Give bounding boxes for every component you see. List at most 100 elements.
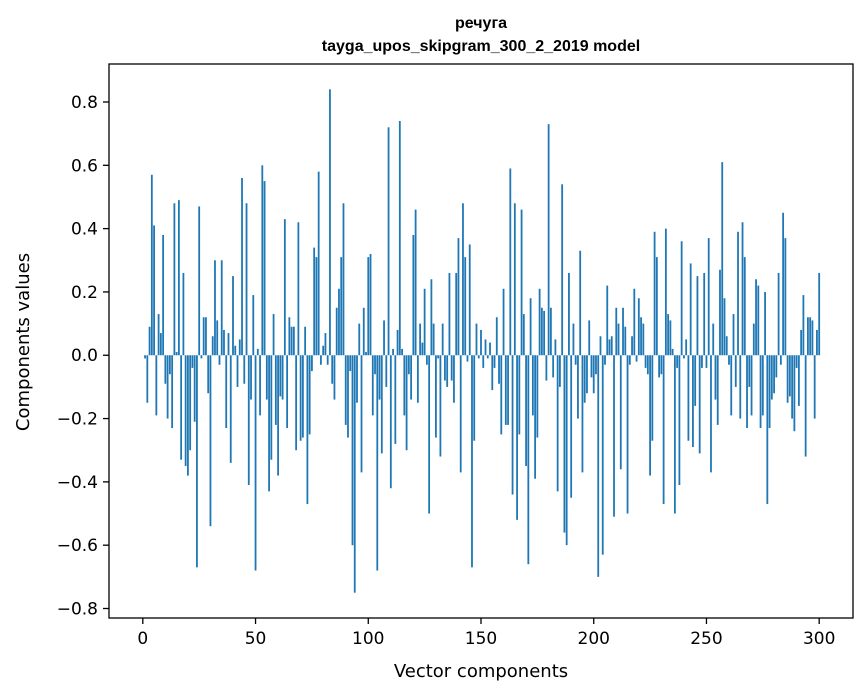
bar xyxy=(263,181,266,356)
bar xyxy=(227,333,230,356)
bar xyxy=(534,355,537,479)
bar xyxy=(646,355,649,375)
bar xyxy=(678,355,681,486)
x-tick-label: 250 xyxy=(690,629,722,649)
bar xyxy=(295,355,298,451)
bar xyxy=(669,320,672,356)
bar xyxy=(716,355,719,425)
bar xyxy=(777,272,780,356)
bar xyxy=(376,355,379,571)
bar xyxy=(495,317,498,356)
bar xyxy=(164,355,167,384)
bar xyxy=(572,323,575,356)
bar xyxy=(234,345,237,356)
bar xyxy=(369,253,372,356)
bar xyxy=(471,355,473,568)
bar xyxy=(531,355,534,416)
bar xyxy=(624,326,627,356)
bar xyxy=(211,336,214,356)
bar xyxy=(579,250,582,356)
bar xyxy=(279,355,282,397)
bar xyxy=(335,307,338,356)
bar xyxy=(712,323,715,356)
bar xyxy=(324,333,327,356)
bar xyxy=(475,323,478,356)
bar xyxy=(525,355,527,467)
bar xyxy=(604,355,606,365)
bar xyxy=(166,355,169,419)
bar xyxy=(536,355,539,438)
bar xyxy=(290,326,293,356)
bar xyxy=(816,329,818,356)
bar xyxy=(655,257,658,356)
bar xyxy=(155,355,158,416)
bar xyxy=(453,355,455,403)
bar xyxy=(205,317,207,356)
bar xyxy=(308,355,311,435)
bar xyxy=(216,320,219,356)
bar xyxy=(522,314,525,356)
bar xyxy=(392,348,394,356)
y-tick-label: 0.4 xyxy=(71,220,98,240)
bar xyxy=(673,355,676,514)
bar xyxy=(385,355,388,387)
bar xyxy=(277,355,279,476)
bar xyxy=(184,355,187,467)
bar xyxy=(274,355,277,425)
bar xyxy=(676,355,679,368)
bar xyxy=(236,355,239,387)
y-tick-label: −0.2 xyxy=(57,410,98,430)
bar xyxy=(207,355,210,394)
bar xyxy=(378,355,381,400)
bar xyxy=(486,355,489,359)
bar xyxy=(209,355,212,527)
chart-title: речуга xyxy=(455,15,507,32)
bar xyxy=(394,355,397,444)
bar xyxy=(595,355,597,375)
bar xyxy=(464,257,467,356)
bar xyxy=(739,355,742,419)
bar xyxy=(421,342,424,356)
bar xyxy=(793,355,796,432)
bar xyxy=(752,323,755,356)
bar xyxy=(299,355,302,441)
bar xyxy=(254,355,257,571)
y-tick-label: −0.6 xyxy=(57,536,98,556)
bar xyxy=(281,355,284,400)
bar xyxy=(498,355,500,384)
bar xyxy=(737,231,739,356)
bar xyxy=(561,184,564,356)
bar xyxy=(367,257,370,356)
bar xyxy=(764,291,766,356)
x-tick-label: 0 xyxy=(137,629,148,649)
bar xyxy=(804,355,807,457)
bar xyxy=(608,339,611,356)
bar xyxy=(286,355,289,429)
bar xyxy=(750,355,753,416)
bar xyxy=(644,355,647,368)
bar xyxy=(198,206,201,356)
bar xyxy=(446,355,449,387)
bar xyxy=(577,355,579,419)
bar xyxy=(403,355,406,416)
bar xyxy=(696,276,699,356)
y-tick-label: 0.6 xyxy=(71,156,98,176)
bar xyxy=(448,272,451,356)
bar xyxy=(437,355,440,359)
bar xyxy=(570,355,573,498)
bar xyxy=(261,165,264,356)
bar xyxy=(362,307,365,356)
bar xyxy=(214,260,216,356)
bar xyxy=(256,348,259,356)
bar xyxy=(719,269,721,356)
bar xyxy=(353,355,356,593)
bar xyxy=(389,355,392,489)
y-tick-label: 0.8 xyxy=(71,93,98,113)
bar xyxy=(687,355,690,441)
bar xyxy=(491,355,494,391)
bar xyxy=(617,323,620,356)
bar xyxy=(144,355,146,359)
bar xyxy=(809,317,812,356)
bar xyxy=(175,352,178,356)
bar xyxy=(457,238,460,356)
